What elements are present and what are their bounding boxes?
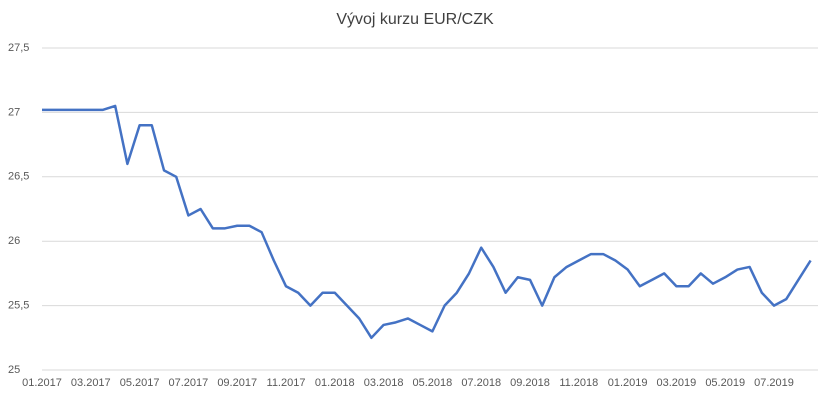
x-tick-label: 03.2017 bbox=[71, 377, 111, 389]
x-tick-label: 05.2019 bbox=[705, 377, 745, 389]
x-tick-label: 01.2017 bbox=[22, 377, 62, 389]
x-tick-label: 11.2018 bbox=[559, 377, 598, 389]
y-tick-label: 27 bbox=[8, 106, 20, 118]
y-tick-label: 26,5 bbox=[8, 171, 29, 183]
x-tick-label: 01.2019 bbox=[608, 377, 648, 389]
x-tick-label: 09.2017 bbox=[217, 377, 257, 389]
y-tick-label: 25 bbox=[8, 364, 20, 376]
line-series bbox=[42, 104, 812, 340]
x-tick-label: 11.2017 bbox=[267, 377, 306, 389]
x-tick-label: 07.2019 bbox=[754, 377, 794, 389]
x-tick-label: 03.2019 bbox=[657, 377, 697, 389]
x-tick-label: 05.2017 bbox=[120, 377, 160, 389]
x-tick-label: 01.2018 bbox=[315, 377, 355, 389]
x-tick-label: 03.2018 bbox=[364, 377, 404, 389]
y-tick-label: 27,5 bbox=[8, 42, 29, 54]
y-tick-label: 25,5 bbox=[8, 300, 29, 312]
chart-title: Vývoj kurzu EUR/CZK bbox=[336, 11, 494, 28]
x-tick-label: 07.2017 bbox=[169, 377, 209, 389]
y-tick-label: 26 bbox=[8, 235, 20, 247]
x-tick-label: 09.2018 bbox=[510, 377, 550, 389]
x-tick-label: 07.2018 bbox=[461, 377, 501, 389]
x-tick-label: 05.2018 bbox=[413, 377, 453, 389]
